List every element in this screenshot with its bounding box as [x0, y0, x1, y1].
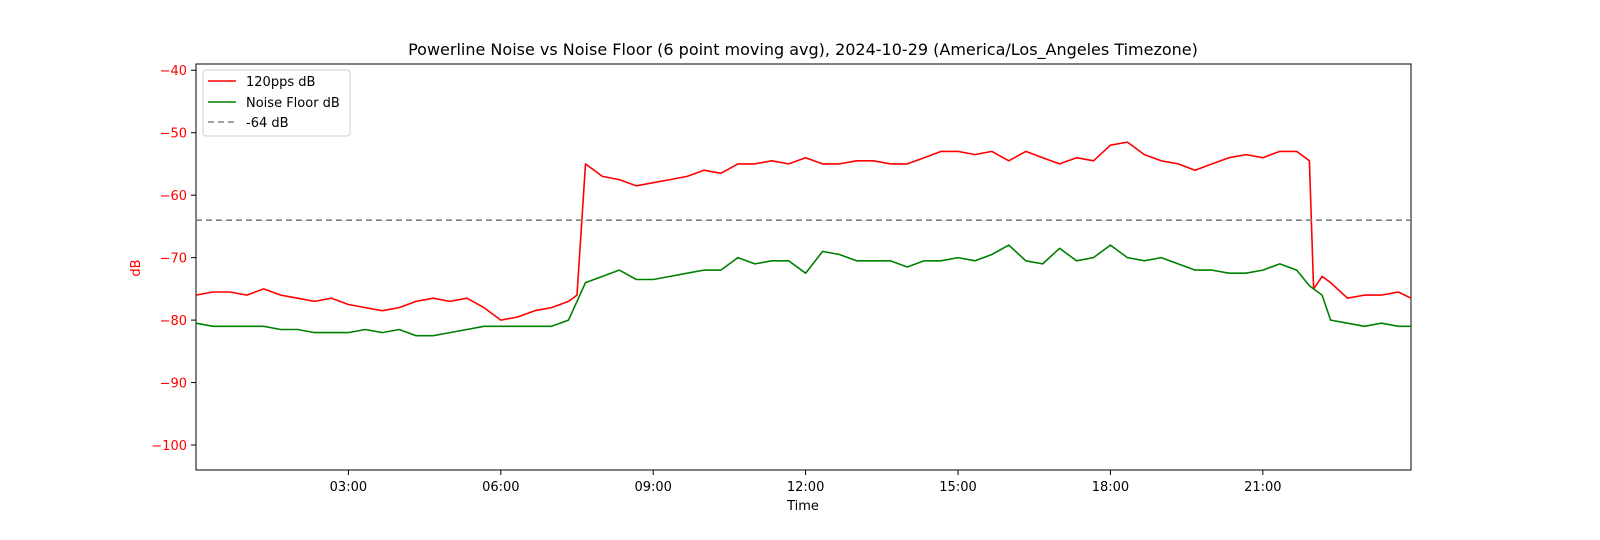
y-tick-label: −100: [151, 439, 187, 454]
x-tick-label: 15:00: [939, 480, 976, 495]
y-tick-label: −50: [160, 127, 187, 142]
y-tick-label: −90: [160, 377, 187, 392]
x-tick-label: 03:00: [330, 480, 367, 495]
x-axis-label: Time: [786, 499, 819, 514]
y-tick-label: −80: [160, 314, 187, 329]
y-tick-label: −70: [160, 252, 187, 267]
legend: 120pps dB Noise Floor dB -64 dB: [202, 69, 351, 137]
x-axis: 03:00 06:00 09:00 12:00 15:00 18:00 21:00: [330, 470, 1282, 495]
chart-title: Powerline Noise vs Noise Floor (6 point …: [408, 40, 1198, 60]
legend-label-noise: Noise Floor dB: [246, 96, 340, 111]
x-tick-label: 21:00: [1244, 480, 1281, 495]
plot-area: [195, 63, 1412, 471]
x-tick-label: 09:00: [634, 480, 671, 495]
y-tick-label: −40: [160, 64, 187, 79]
series-layer: [195, 141, 1412, 337]
plot-frame: [195, 63, 1412, 471]
y-axis-label: dB: [129, 259, 144, 276]
x-tick-label: 18:00: [1092, 480, 1129, 495]
series-line-120pps: [195, 141, 1412, 321]
y-axis: −40 −50 −60 −70 −80 −90 −100: [151, 64, 196, 454]
legend-box: [202, 69, 351, 137]
series-line-noise-floor: [195, 244, 1411, 337]
y-tick-label: −60: [160, 189, 187, 204]
legend-label-signal: 120pps dB: [246, 75, 315, 90]
legend-label-reference: -64 dB: [246, 116, 289, 131]
x-tick-label: 12:00: [787, 480, 824, 495]
x-tick-label: 06:00: [482, 480, 519, 495]
